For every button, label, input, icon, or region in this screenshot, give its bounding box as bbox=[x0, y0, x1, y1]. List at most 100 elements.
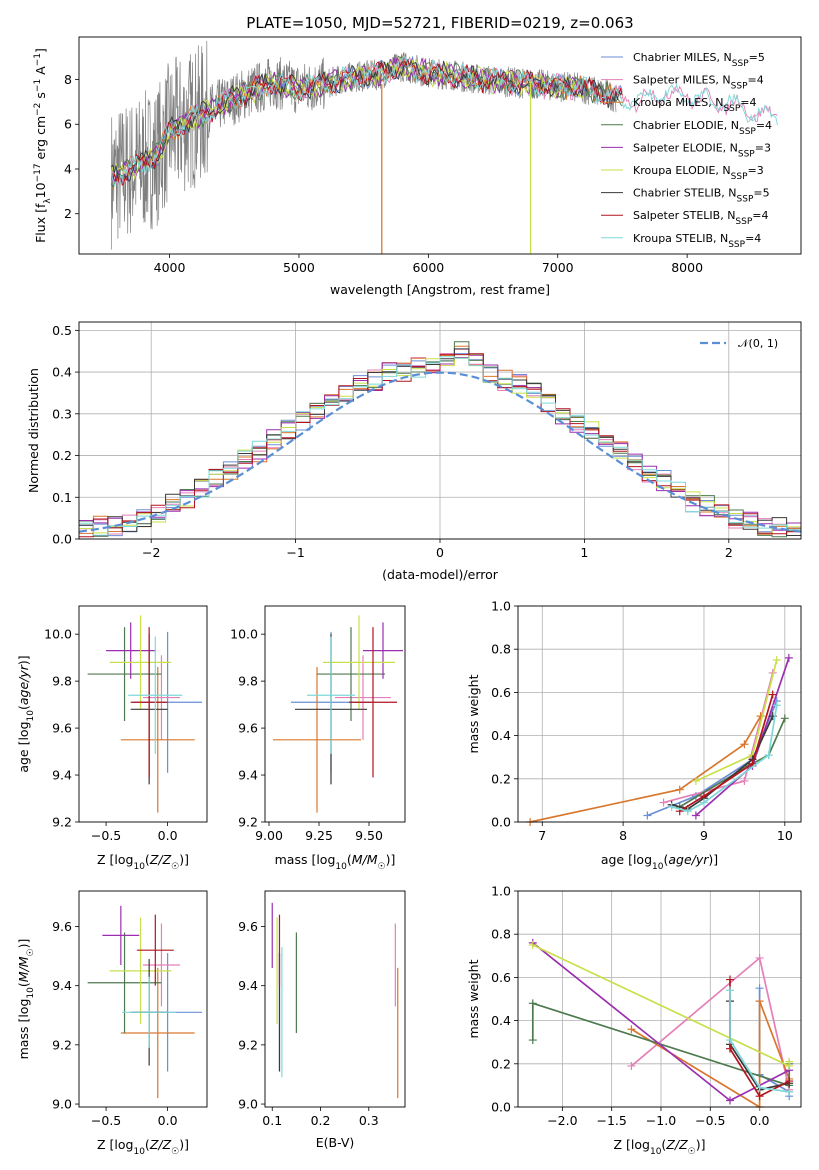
mass_vs_Z-ylabel-part: 10 bbox=[26, 987, 36, 999]
weight-marker-1 bbox=[659, 798, 668, 807]
weight_vs_Z-xlabel-part: Z/Z bbox=[665, 1137, 688, 1152]
weight_vs_Z-xlabel-part: 10 bbox=[650, 1147, 662, 1157]
residuals-xlabel: (data-model)/error bbox=[382, 567, 499, 582]
spectrum-ylabel-part: erg cm bbox=[33, 116, 48, 164]
spectrum-xtick-label: 4000 bbox=[154, 260, 186, 275]
mass_vs_Z-ylabel-part: ☉ bbox=[26, 948, 36, 956]
weight_vs_Z-panel: −2.0 −1.5 −1.0 −0.5 0.0 0.0 0.2 0.4 0.6 0.8 1.0 Z [… bbox=[466, 884, 802, 1157]
age_vs_Z-ylabel-part: ( bbox=[16, 705, 31, 710]
spectrum-xtick-label: 6000 bbox=[412, 260, 444, 275]
legend-label-0-part: Chabrier MILES, N bbox=[633, 51, 732, 64]
legend-label-8-part: =4 bbox=[745, 232, 761, 245]
weight-marker-7 bbox=[785, 1077, 794, 1086]
model-spectrum-6 bbox=[110, 58, 623, 182]
legend-label-7-part: SSP bbox=[735, 217, 752, 227]
legend-label-8: Kroupa STELIB, NSSP=4 bbox=[633, 232, 761, 250]
weight-marker-8 bbox=[683, 807, 692, 816]
legend-label-6: Chabrier STELIB, NSSP=5 bbox=[633, 187, 770, 205]
residuals-xtick-label: 2 bbox=[725, 545, 733, 560]
normal-curve bbox=[79, 371, 801, 533]
mass_vs_Z-ylabel-part: ( bbox=[16, 982, 31, 987]
residuals-ytick-label: 0.3 bbox=[52, 406, 72, 421]
weight_vs_age-xlabel-part: ( bbox=[663, 852, 668, 867]
legend-label-3-part: Chabrier ELODIE, N bbox=[633, 119, 739, 132]
age_vs_Z-ytick-label: 9.2 bbox=[52, 815, 72, 830]
weight_vs_Z-ylabel: mass weight bbox=[466, 959, 481, 1038]
legend-label-2-part: SSP bbox=[723, 104, 740, 114]
legend-label-2-part: Kroupa MILES, N bbox=[633, 96, 723, 109]
spectrum-ylabel-part: −17 bbox=[33, 163, 43, 182]
mass_vs_Z-xtick-label: 0.0 bbox=[158, 1113, 178, 1128]
weight-marker-1 bbox=[755, 953, 764, 962]
mass_vs_Z-ylabel: mass [log10(M/M☉)] bbox=[16, 939, 36, 1060]
weight_vs_age-ytick-label: 0.4 bbox=[491, 728, 511, 743]
mass_vs_ebv-xtick-label: 0.2 bbox=[311, 1113, 331, 1128]
spectrum-xtick-label: 7000 bbox=[542, 260, 574, 275]
age_vs_Z-ylabel-part: age [log bbox=[16, 721, 31, 772]
age_vs_mass-xtick-label: 9.25 bbox=[305, 828, 333, 843]
weight-marker-5 bbox=[528, 941, 537, 949]
weight-marker-8 bbox=[699, 798, 708, 807]
weight_vs_age-xtick-label: 8 bbox=[619, 828, 627, 843]
weight_vs_age-ytick-label: 1.0 bbox=[491, 599, 511, 614]
age_vs_mass-xlabel-part: )] bbox=[386, 852, 396, 867]
mass_vs_Z-xlabel: Z [log10(Z/Z☉)] bbox=[97, 1137, 189, 1157]
age_vs_Z-xlabel-part: Z [log bbox=[97, 852, 133, 867]
mass_vs_Z-frame bbox=[78, 890, 208, 1108]
weight-marker-2 bbox=[675, 785, 684, 794]
legend-label-6-part: =5 bbox=[753, 187, 769, 200]
legend-label-7: Salpeter STELIB, NSSP=4 bbox=[633, 209, 769, 227]
weight-line-8 bbox=[729, 990, 790, 1093]
mass_vs_Z-xlabel-part: ( bbox=[145, 1137, 150, 1152]
spectrum-ytick-label: 2 bbox=[64, 206, 72, 221]
spectrum-ylabel-part: s bbox=[33, 92, 48, 103]
mass_vs_Z-ylabel-part: mass [log bbox=[16, 999, 31, 1060]
age_vs_mass-xlabel-part: mass [log bbox=[275, 852, 336, 867]
mass_vs_Z-ylabel-part: )] bbox=[16, 939, 31, 949]
spectrum-xtick-label: 8000 bbox=[671, 260, 703, 275]
weight-marker-3 bbox=[780, 714, 789, 723]
weight-marker-3 bbox=[528, 999, 537, 1008]
weight_vs_Z-xtick-label: 0.0 bbox=[750, 1113, 770, 1128]
weight_vs_age-ytick-label: 0.0 bbox=[491, 815, 511, 830]
legend-label-1-part: =4 bbox=[748, 74, 764, 87]
weight_vs_age-ytick-label: 0.8 bbox=[491, 642, 511, 657]
weight_vs_Z-xlabel-part: )] bbox=[696, 1137, 706, 1152]
residuals-ytick-label: 0.1 bbox=[52, 490, 72, 505]
legend-label-3-part: SSP bbox=[739, 127, 756, 137]
weight-marker-7 bbox=[726, 1044, 735, 1053]
legend-label-1-part: Salpeter MILES, N bbox=[633, 74, 731, 87]
weight-marker-7 bbox=[755, 1092, 764, 1101]
weight_vs_Z-xlabel: Z [log10(Z/Z☉)] bbox=[614, 1137, 706, 1157]
weight-marker-8 bbox=[755, 1083, 764, 1092]
residuals-xtick-label: 0 bbox=[436, 545, 444, 560]
mass_vs_ebv-xtick-label: 0.3 bbox=[359, 1113, 379, 1128]
weight_vs_age-frame bbox=[517, 605, 802, 823]
weight-marker-0 bbox=[755, 984, 764, 993]
weight-marker-5 bbox=[772, 656, 781, 664]
legend-label-4-part: Salpeter ELODIE, N bbox=[633, 141, 738, 154]
mass_vs_ebv-panel: 0.1 0.2 0.3 9.0 9.2 9.4 9.6 E(B-V) bbox=[238, 890, 406, 1150]
legend-label-0-part: =5 bbox=[749, 51, 765, 64]
age_vs_mass-ytick-label: 9.6 bbox=[238, 721, 258, 736]
legend-label-8-part: SSP bbox=[728, 240, 745, 250]
age_vs_Z-xlabel-part: Z/Z bbox=[149, 852, 172, 867]
legend-label-4: Salpeter ELODIE, NSSP=3 bbox=[633, 141, 771, 159]
age_vs_mass-xlabel-part: M/M bbox=[352, 852, 378, 867]
weight_vs_age-xlabel-part: 10 bbox=[652, 862, 664, 872]
age_vs_mass-panel: 9.00 9.25 9.50 9.2 9.4 9.6 9.8 10.0 mass [log10(… bbox=[230, 605, 406, 872]
age_vs_Z-panel: −0.5 0.09.29.49.69.810.0Z [log10(Z/Z☉)]ag… bbox=[16, 605, 208, 872]
mass_vs_ebv-ytick-label: 9.4 bbox=[238, 978, 258, 993]
legend-label-0: Chabrier MILES, NSSP=5 bbox=[633, 51, 765, 69]
legend-label-7-part: =4 bbox=[752, 209, 768, 222]
legend-label-6-part: Chabrier STELIB, N bbox=[633, 187, 737, 200]
age_vs_mass-ytick-label: 9.8 bbox=[238, 674, 258, 689]
mass_vs_Z-xlabel-part: Z/Z bbox=[149, 1137, 172, 1152]
spectrum-ylabel-part: Flux [f bbox=[33, 203, 48, 243]
weight-marker-8 bbox=[785, 1087, 794, 1096]
age_vs_mass-ytick-label: 10.0 bbox=[230, 627, 258, 642]
mass_vs_Z-ytick-label: 9.2 bbox=[52, 1037, 72, 1052]
age_vs_Z-ylabel-part: )] bbox=[16, 655, 31, 665]
